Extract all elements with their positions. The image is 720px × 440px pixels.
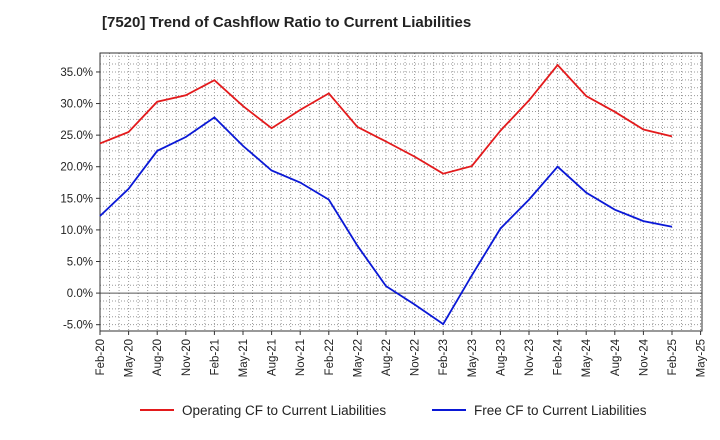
axis-layer: -5.0% 0.0% 5.0% 10.0% 15.0% 20.0% 25.0% 30.0% 35…: [60, 52, 708, 377]
x-tick-label: Aug-22: [381, 339, 393, 376]
x-tick-label: Aug-23: [495, 339, 507, 376]
x-tick-label: Aug-20: [152, 339, 164, 376]
legend-layer: Operating CF to Current Liabilities Free …: [140, 403, 647, 418]
y-tick-label: 0.0%: [67, 288, 93, 300]
x-tick-label: Nov-20: [181, 339, 193, 376]
operating-cf-line: [99, 63, 673, 175]
y-tick-label: 35.0%: [60, 67, 93, 79]
x-tick-label: Nov-21: [295, 339, 307, 376]
x-tick-label: Feb-22: [324, 339, 336, 375]
grid-layer: [100, 53, 702, 331]
y-tick-label: 15.0%: [60, 193, 93, 205]
y-tick-label: -5.0%: [63, 320, 93, 332]
y-tick-label: 25.0%: [60, 130, 93, 142]
x-tick-label: Feb-24: [553, 338, 565, 375]
y-tick-label: 30.0%: [60, 99, 93, 111]
x-tick-label: May-22: [352, 339, 364, 377]
chart-title: [7520] Trend of Cashflow Ratio to Curren…: [102, 14, 472, 31]
y-tick-label: 5.0%: [67, 257, 93, 269]
x-tick-label: May-20: [124, 339, 136, 377]
x-tick-label: Feb-21: [209, 339, 221, 375]
legend-label-operating: Operating CF to Current Liabilities: [182, 403, 386, 418]
x-tick-label: Feb-20: [95, 339, 107, 375]
legend-label-free: Free CF to Current Liabilities: [474, 403, 647, 418]
series-layer: [99, 63, 673, 326]
x-tick-label: May-24: [581, 338, 593, 377]
plot-frame: [99, 52, 703, 332]
x-tick-label: May-21: [238, 339, 250, 377]
x-tick-label: Nov-22: [410, 339, 422, 376]
x-tick-label: Nov-23: [524, 339, 536, 376]
x-tick-label: May-23: [467, 339, 479, 377]
y-tick-label: 10.0%: [60, 225, 93, 237]
x-tick-label: Aug-21: [267, 339, 279, 376]
x-tick-label: Feb-23: [438, 339, 450, 375]
free-cf-line: [99, 116, 673, 326]
x-tick-label: Feb-25: [667, 339, 679, 375]
x-tick-label: Aug-24: [610, 338, 622, 376]
x-tick-label: May-25: [696, 339, 708, 377]
x-tick-label: Nov-24: [638, 338, 650, 376]
y-tick-label: 20.0%: [60, 162, 93, 174]
